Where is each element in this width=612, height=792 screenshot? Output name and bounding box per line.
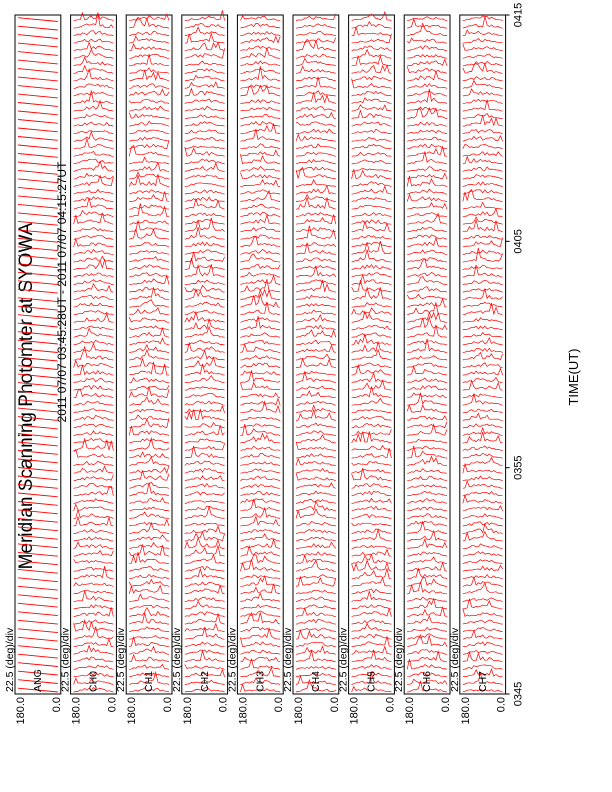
x-tick-label: 0415 [513, 3, 525, 27]
x-tick-label: 0345 [513, 682, 525, 706]
series-trace [406, 16, 448, 693]
channel-label: CH5 [366, 671, 378, 692]
panels-group: 180.0 0.0 ANG 22.5 (deg)/div 180.0 0.0 CH0 22.5… [4, 10, 508, 725]
y-tick-label: 180.0 [404, 697, 416, 725]
scale-label: 22.5 (deg)/div [393, 627, 405, 692]
panel-frame [14, 14, 62, 695]
x-tick-label: 0405 [513, 229, 525, 253]
channel-label: CH0 [88, 671, 100, 692]
panel-ch1: 180.0 0.0 CH1 22.5 (deg)/div [115, 13, 174, 725]
y-tick-label: 180.0 [15, 697, 27, 725]
series-trace [351, 10, 392, 693]
panel-frame [403, 14, 451, 695]
y-tick-label: 180.0 [126, 697, 138, 725]
y-tick-label: 180.0 [293, 697, 305, 725]
scale-label: 22.5 (deg)/div [4, 627, 16, 692]
series-trace [184, 10, 225, 693]
x-ticks-group: 0345 0355 0405 0415 [505, 3, 525, 706]
scale-label: 22.5 (deg)/div [338, 627, 350, 692]
y-tick-label: 0.0 [329, 697, 341, 712]
scale-label: 22.5 (deg)/div [115, 627, 127, 692]
panel-frame [181, 14, 229, 695]
y-tick-label: 0.0 [496, 697, 508, 712]
channel-label: CH6 [421, 671, 433, 692]
y-tick-label: 180.0 [349, 697, 361, 725]
y-tick-label: 180.0 [460, 697, 472, 725]
panel-frame [459, 14, 507, 695]
series-trace [295, 13, 337, 693]
scale-label: 22.5 (deg)/div [282, 627, 294, 692]
series-trace [240, 15, 281, 693]
scale-label: 22.5 (deg)/div [171, 627, 183, 692]
panel-ch4: 180.0 0.0 CH4 22.5 (deg)/div [282, 13, 341, 725]
channel-label: CH4 [310, 671, 322, 692]
y-tick-label: 0.0 [162, 697, 174, 712]
series-trace [462, 15, 503, 693]
chart-title: Meridian Scanning Photomter at SYOWA [16, 222, 37, 569]
y-tick-label: 180.0 [71, 697, 83, 725]
panel-frame [70, 14, 117, 695]
y-tick-label: 180.0 [237, 697, 249, 725]
panel-ch2: 180.0 0.0 CH2 22.5 (deg)/div [171, 10, 230, 725]
time-range-label: 2011 07/07 03:45:28UT - 2011 07/07 04:15… [55, 161, 69, 423]
y-tick-label: 0.0 [384, 697, 396, 712]
y-tick-label: 0.0 [51, 697, 63, 712]
series-trace [128, 13, 170, 693]
series-trace [17, 17, 58, 693]
series-trace [73, 11, 114, 693]
y-tick-label: 0.0 [440, 697, 452, 712]
y-tick-label: 0.0 [218, 697, 230, 712]
scale-label: 22.5 (deg)/div [226, 627, 238, 692]
panel-frame [236, 14, 284, 695]
x-axis-label: TIME(UT) [566, 348, 581, 405]
y-tick-label: 0.0 [273, 697, 285, 712]
panel-frame [348, 14, 395, 695]
channel-label: CH2 [199, 671, 211, 692]
panel-frame [125, 14, 173, 695]
channel-label: CH7 [477, 671, 489, 692]
channel-label: CH1 [143, 671, 155, 692]
panel-ch6: 180.0 0.0 CH6 22.5 (deg)/div [393, 14, 452, 725]
scale-label: 22.5 (deg)/div [60, 627, 72, 692]
x-tick-label: 0355 [513, 455, 525, 479]
panel-ch7: 180.0 0.0 CH7 22.5 (deg)/div [449, 14, 508, 725]
panel-ang: 180.0 0.0 ANG 22.5 (deg)/div [4, 14, 63, 725]
channel-label: CH3 [254, 671, 266, 692]
y-tick-label: 0.0 [106, 697, 118, 712]
panel-ch5: 180.0 0.0 CH5 22.5 (deg)/div [338, 10, 396, 725]
scale-label: 22.5 (deg)/div [449, 627, 461, 692]
y-tick-label: 180.0 [182, 697, 194, 725]
panel-ch3: 180.0 0.0 CH3 22.5 (deg)/div [226, 14, 285, 725]
panel-frame [292, 14, 340, 695]
panel-ch0: 180.0 0.0 CH0 22.5 (deg)/div [60, 11, 118, 725]
channel-label: ANG [32, 669, 44, 692]
